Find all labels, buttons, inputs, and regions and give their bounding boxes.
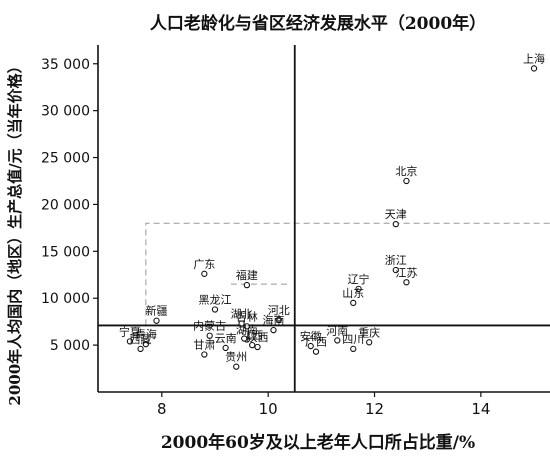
data-point-label: 吉林 [236, 309, 258, 323]
data-point [275, 316, 282, 323]
data-point-label: 山东 [342, 287, 364, 300]
data-point-label: 江苏 [395, 266, 417, 279]
x-tick-label: 12 [365, 400, 384, 418]
data-point-label: 四川 [342, 333, 364, 346]
data-point-label: 北京 [395, 164, 417, 178]
x-tick-label: 10 [259, 400, 278, 418]
data-point [153, 317, 160, 324]
data-point-label: 河北 [268, 304, 290, 317]
x-tick-label: 14 [471, 400, 490, 418]
y-tick-label: 5 000 [50, 338, 90, 354]
chart-title: 人口老龄化与省区经济发展水平（2000年） [150, 13, 486, 34]
data-point [142, 341, 150, 348]
data-point [270, 326, 277, 334]
data-point [334, 337, 341, 344]
data-point [243, 281, 251, 289]
y-tick-label: 10 000 [41, 291, 90, 307]
data-point-label: 甘肃 [193, 338, 215, 351]
data-point [238, 320, 245, 327]
data-point [201, 270, 208, 277]
data-point-label: 新疆 [145, 304, 167, 318]
data-point [241, 335, 248, 342]
data-point-label: 浙江 [385, 254, 407, 267]
data-point-label: 上海 [523, 51, 545, 65]
data-point [403, 177, 410, 185]
data-point-label: 湖南 [236, 323, 258, 336]
y-tick-label: 20 000 [41, 197, 90, 213]
data-point-label: 内蒙古 [193, 319, 226, 333]
data-point [312, 348, 320, 355]
data-point [243, 323, 251, 330]
data-point-label: 广西 [305, 336, 327, 349]
data-point-label: 河南 [326, 324, 348, 337]
data-point-label: 天津 [385, 208, 407, 221]
x-axis-label: 2000年60岁及以上老年人口所占比重/% [161, 432, 475, 453]
y-tick-label: 25 000 [41, 151, 90, 167]
data-point-label: 青海 [135, 327, 157, 341]
data-point-label: 重庆 [358, 325, 380, 339]
y-axis-label: 2000年人均国内（地区）生产总值/元（当年价格） [6, 58, 24, 405]
y-tick-label: 15 000 [41, 244, 90, 260]
data-point [307, 342, 314, 350]
data-point-label: 云南 [215, 332, 237, 345]
data-point [403, 279, 410, 286]
data-point-label: 湖北 [231, 308, 253, 321]
data-point [249, 341, 256, 349]
data-point-label: 福建 [236, 268, 258, 282]
dashed-boundary [145, 222, 550, 326]
data-point-label: 西藏 [130, 333, 152, 346]
y-tick-label: 35 000 [41, 57, 90, 73]
data-point [137, 345, 144, 353]
data-point [392, 220, 399, 228]
data-point [530, 65, 538, 72]
data-point [233, 363, 240, 370]
data-point-label: 黑龙江 [198, 293, 231, 306]
data-point-label: 广东 [193, 258, 215, 271]
data-point-label: 贵州 [225, 351, 247, 364]
data-point-label: 安徽 [300, 329, 322, 343]
y-tick-label: 30 000 [41, 104, 90, 120]
data-point [222, 344, 229, 352]
data-point [350, 345, 357, 353]
data-point [206, 332, 213, 339]
data-point [211, 306, 219, 313]
x-tick-label: 8 [157, 400, 167, 418]
data-point [254, 343, 261, 351]
data-point-label: 辽宁 [348, 272, 370, 286]
data-point [392, 266, 399, 274]
data-point [126, 338, 134, 345]
data-point-label: 海南 [262, 313, 284, 327]
data-point-label: 陕西 [247, 330, 269, 344]
plot-area: 5 000 10 000 15 000 20 000 25 000 30 000 35 00… [41, 45, 550, 418]
data-point [366, 339, 373, 346]
data-point [201, 351, 208, 358]
data-point [355, 285, 362, 292]
data-point [350, 299, 357, 307]
data-point-label: 宁夏 [119, 324, 141, 338]
